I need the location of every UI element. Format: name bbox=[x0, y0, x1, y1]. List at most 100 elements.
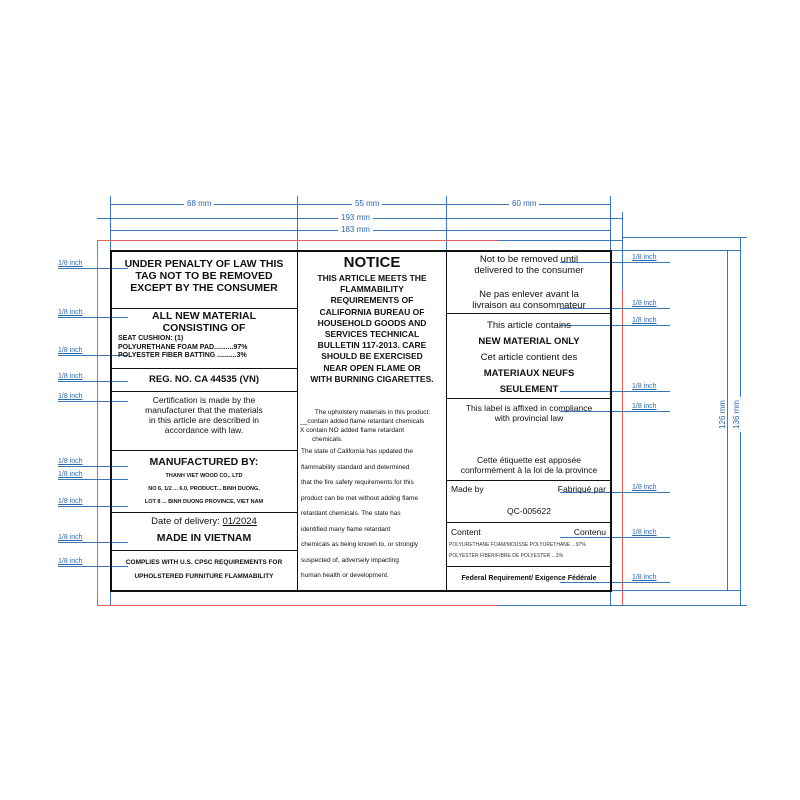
text-line: SEULEMENT bbox=[499, 384, 559, 395]
fabrique-par-label: Fabriqué par bbox=[557, 484, 606, 494]
option-contains-no: X contain NO added flame retardant bbox=[300, 427, 405, 434]
text-line: LOT 8 ... BINH DUONG PROVINCE, VIET NAM bbox=[144, 499, 264, 505]
date-value: 01/2024 bbox=[222, 516, 257, 527]
text-line: THANH VIET WOOD CO., LTD bbox=[165, 473, 243, 479]
eighth-inch-label: 1/8 inch bbox=[58, 373, 83, 380]
bleed-line bbox=[97, 240, 98, 605]
text-line: THIS ARTICLE MEETS THE bbox=[317, 273, 427, 283]
reg-number: REG. NO. CA 44535 (VN) bbox=[149, 374, 259, 385]
eighth-inch-label: 1/8 inch bbox=[58, 260, 83, 267]
text-line: suspected of, adversely impacting bbox=[301, 556, 399, 564]
text-line: The upholstery materials in this product… bbox=[314, 409, 431, 416]
eighth-inch-label: 1/8 inch bbox=[632, 529, 657, 536]
eighth-inch-label: 1/8 inch bbox=[58, 393, 83, 400]
manufacturer-code: QC-005622 bbox=[507, 506, 551, 516]
bleed-line bbox=[622, 290, 623, 605]
contenu-label: Contenu bbox=[573, 527, 606, 537]
eighth-inch-label: 1/8 inch bbox=[58, 471, 83, 478]
eighth-inch-label: 1/8 inch bbox=[632, 484, 657, 491]
dim-label-col2: 55 mm bbox=[352, 199, 383, 208]
option-contains: __contain added flame retardant chemical… bbox=[300, 418, 425, 425]
foam-percentage: POLYURETHANE FOAM PAD..........97% bbox=[118, 343, 248, 351]
notice-title: NOTICE bbox=[343, 254, 401, 271]
text-line: BULLETIN 117-2013. CARE bbox=[317, 340, 427, 351]
eighth-inch-label: 1/8 inch bbox=[58, 558, 83, 565]
text-line: SHOULD BE EXERCISED bbox=[321, 351, 423, 362]
bleed-line bbox=[97, 605, 497, 606]
dim-extension bbox=[610, 250, 740, 251]
material-title: ALL NEW MATERIAL CONSISTING OF bbox=[112, 310, 296, 334]
text-line: POLYESTER FIBER/FIBRE DE POLYESTER ...3% bbox=[449, 553, 564, 559]
dim-extension bbox=[560, 325, 670, 326]
eighth-inch-label: 1/8 inch bbox=[632, 254, 657, 261]
eighth-inch-label: 1/8 inch bbox=[632, 300, 657, 307]
dim-label-inner: 183 mm bbox=[338, 225, 373, 234]
eighth-inch-label: 1/8 inch bbox=[632, 317, 657, 324]
eighth-inch-label: 1/8 inch bbox=[632, 403, 657, 410]
text-line: Certification is made by the bbox=[152, 395, 256, 405]
not-removed-en: Not to be removed until delivered to the… bbox=[448, 254, 610, 276]
dim-extension bbox=[610, 590, 740, 591]
text-line: This article contains bbox=[487, 320, 571, 331]
dim-extension bbox=[58, 479, 128, 480]
text-line: chemicals. bbox=[312, 436, 343, 443]
column-divider bbox=[297, 250, 298, 590]
dim-extension bbox=[560, 391, 670, 392]
text-line: product can be met without adding flame bbox=[301, 494, 419, 502]
cpsc-compliance: COMPLIES WITH U.S. CPSC REQUIREMENTS FOR… bbox=[112, 556, 296, 584]
text-line: CALIFORNIA BUREAU OF bbox=[319, 306, 425, 317]
text-line: TAG NOT TO BE REMOVED bbox=[135, 270, 273, 282]
text-line: HOUSEHOLD GOODS AND bbox=[317, 317, 427, 328]
provincial-law-en: This label is affixed in compliance with… bbox=[448, 403, 610, 423]
eighth-inch-label: 1/8 inch bbox=[58, 534, 83, 541]
dim-extension bbox=[560, 537, 670, 538]
text-line: MATERIAUX NEUFS bbox=[483, 368, 575, 379]
dim-extension bbox=[560, 308, 670, 309]
eighth-inch-label: 1/8 inch bbox=[58, 498, 83, 505]
dim-label-col1: 68 mm bbox=[184, 199, 215, 208]
eighth-inch-label: 1/8 inch bbox=[58, 347, 83, 354]
notice-text: THIS ARTICLE MEETS THE FLAMMABILITY REQUIR… bbox=[299, 273, 445, 385]
dim-extension bbox=[560, 582, 670, 583]
bleed-line bbox=[97, 240, 497, 241]
provincial-law-fr: Cette étiquette est apposée conformément… bbox=[448, 455, 610, 475]
text-line: in this article are described in bbox=[148, 415, 260, 425]
text-line: POLYURETHANE FOAM/MOUSSE POLYURETHANE ..… bbox=[449, 542, 586, 548]
dim-extension bbox=[58, 381, 128, 382]
law-label bbox=[110, 250, 612, 592]
federal-requirement: Federal Requirement/ Exigence Fédérale bbox=[461, 575, 597, 582]
column-divider bbox=[446, 250, 447, 590]
dim-label-col3: 60 mm bbox=[509, 199, 540, 208]
text-line: Cet article contient des bbox=[480, 352, 578, 363]
text-line: NEW MATERIAL ONLY bbox=[478, 336, 580, 347]
text-line: identified many flame retardant bbox=[301, 525, 391, 533]
dim-extension bbox=[560, 411, 670, 412]
text-line: FLAMMABILITY bbox=[340, 284, 404, 295]
dim-line-height-inner bbox=[727, 250, 728, 590]
dim-extension bbox=[58, 506, 128, 507]
text-line: with provincial law bbox=[494, 413, 564, 423]
flame-retardant-declaration: The upholstery materials in this product… bbox=[300, 408, 445, 444]
text-line: NO 6, 1/2 ... 6.0, PRODUCT... BINH DUONG… bbox=[148, 486, 260, 492]
seat-cushion: SEAT CUSHION: (1) bbox=[118, 335, 184, 342]
text-line: UNDER PENALTY OF LAW THIS bbox=[124, 258, 284, 270]
dim-label-height-outer: 136 mm bbox=[731, 397, 741, 432]
text-line: manufacturer that the materials bbox=[145, 405, 263, 415]
california-statement: The state of California has updated the f… bbox=[301, 444, 445, 584]
eighth-inch-label: 1/8 inch bbox=[632, 574, 657, 581]
dim-extension bbox=[622, 237, 747, 238]
dim-extension bbox=[560, 262, 670, 263]
text-line: human health or development. bbox=[301, 572, 389, 579]
not-removed-fr: Ne pas enlever avant la livraison au con… bbox=[448, 289, 610, 311]
text-line: REQUIREMENTS OF bbox=[330, 295, 414, 306]
content-label: Content bbox=[451, 527, 481, 537]
text-line: flammability standard and determined bbox=[301, 463, 410, 471]
text-line: WITH BURNING CIGARETTES. bbox=[310, 373, 434, 384]
dim-extension bbox=[497, 605, 747, 606]
material-notice: This article contains NEW MATERIAL ONLY … bbox=[448, 318, 610, 398]
content-list: POLYURETHANE FOAM/MOUSSE POLYURETHANE ..… bbox=[449, 540, 609, 562]
text-line: NEAR OPEN FLAME OR bbox=[323, 362, 421, 373]
dim-extension bbox=[58, 566, 128, 567]
dim-extension bbox=[446, 196, 447, 250]
eighth-inch-label: 1/8 inch bbox=[632, 383, 657, 390]
